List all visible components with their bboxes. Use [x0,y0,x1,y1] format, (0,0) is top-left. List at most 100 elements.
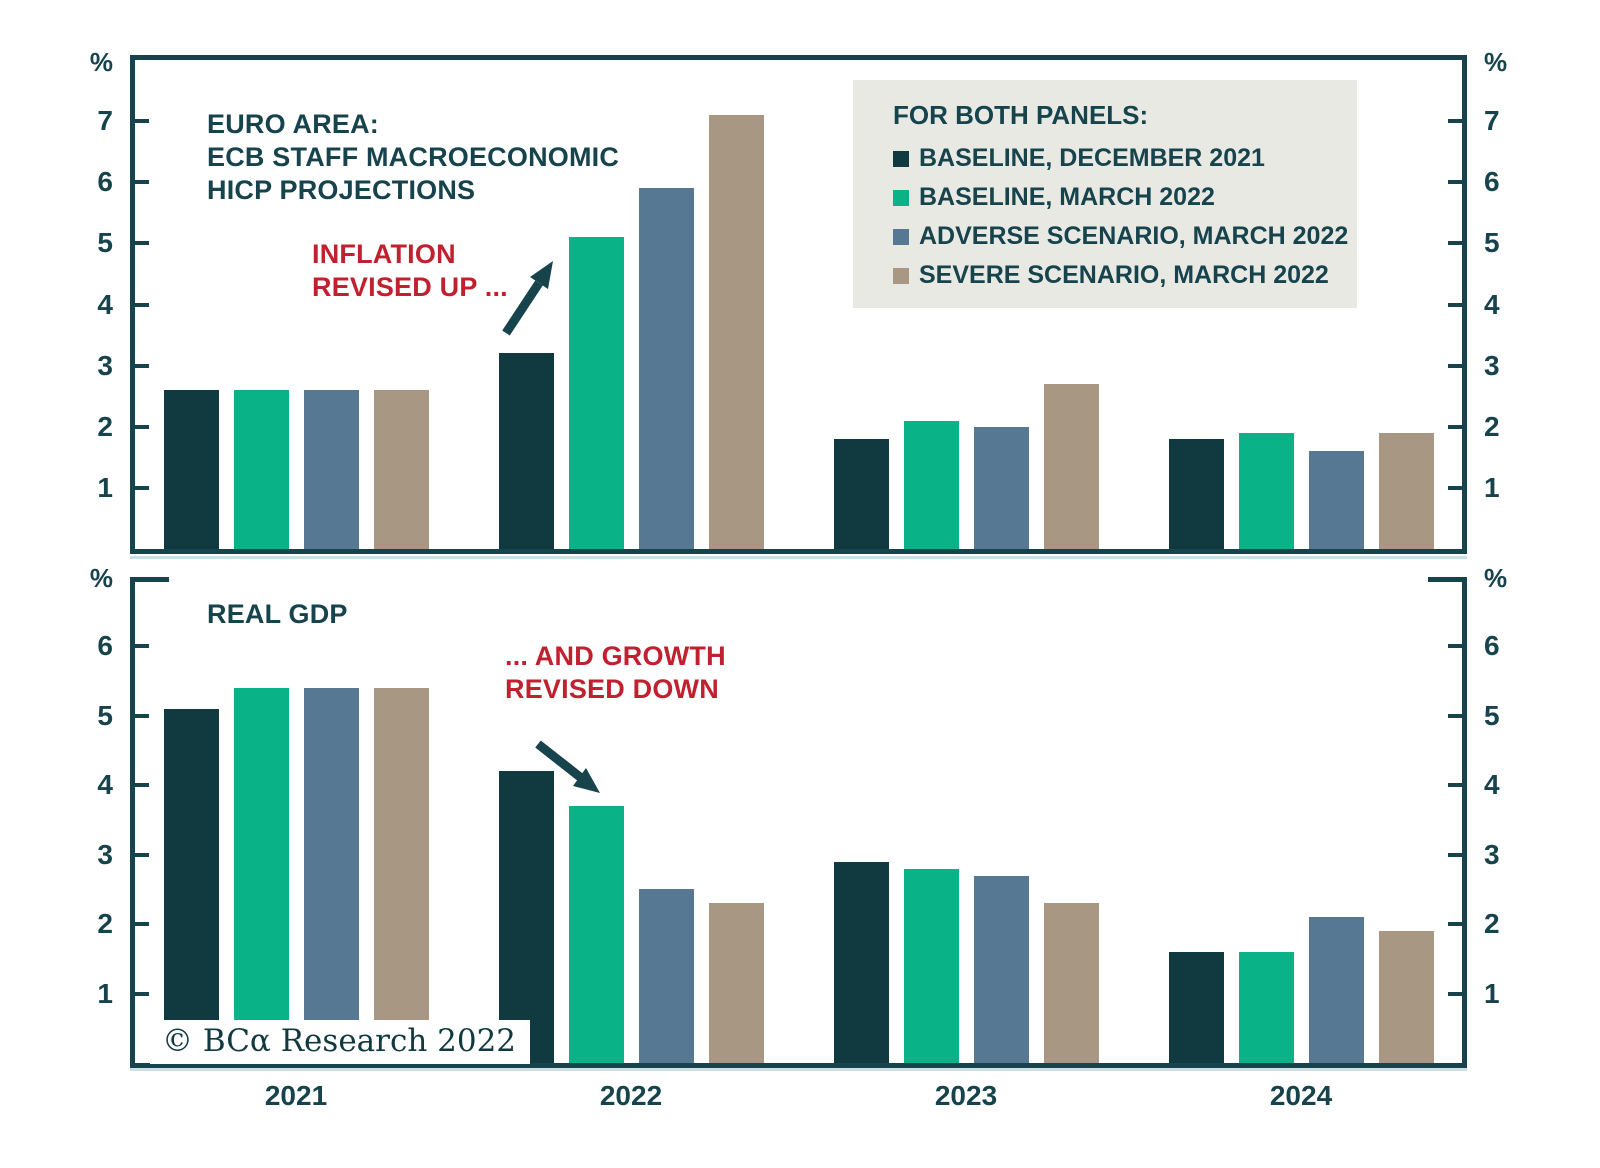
legend-swatch-icon [893,228,909,245]
bar-hicp-2024 [1168,438,1224,549]
y-tick-label: 3 [1484,838,1500,870]
y-tick-label: 6 [1484,166,1500,198]
legend-item: ADVERSE SCENARIO, MARCH 2022 [893,217,1357,256]
y-tick-label: 1 [97,471,113,503]
y-tick [135,424,149,429]
y-tick [1448,424,1462,429]
y-tick-label: 4 [1484,288,1500,320]
y-tick [135,713,149,718]
legend-items: BASELINE, DECEMBER 2021 BASELINE, MARCH 2… [893,139,1357,295]
bar-gdp-2024 [1238,951,1294,1063]
y-tick [1448,119,1462,124]
annotation-line: INFLATION [312,239,456,269]
y-tick-label: 6 [97,166,113,198]
y-tick [1448,644,1462,649]
bar-gdp-2021 [163,708,219,1063]
bar-hicp-2023 [833,438,889,549]
y-tick [135,485,149,490]
bar-hicp-2022 [498,353,554,549]
bar-hicp-2021 [373,390,429,549]
bar-hicp-2023 [903,420,959,549]
y-tick [1448,363,1462,368]
legend-swatch-icon [893,267,909,284]
hicp-title-line: HICP PROJECTIONS [207,175,476,205]
y-tick [1448,783,1462,788]
bar-gdp-2023 [903,868,959,1063]
x-axis-label: 2023 [934,1080,998,1111]
y-tick-label: 7 [97,105,113,137]
bar-gdp-2022 [568,806,624,1063]
y-tick [135,783,149,788]
y-tick [135,922,149,927]
y-tick [1448,180,1462,185]
y-tick-label: 2 [1484,908,1500,940]
y-tick-label: 3 [1484,349,1500,381]
y-tick-label: 6 [97,630,113,662]
inflation-annotation: INFLATION REVISED UP ... [312,238,508,304]
legend-label: BASELINE, DECEMBER 2021 [919,144,1265,172]
y-tick-label: 4 [97,769,113,801]
legend-label: SEVERE SCENARIO, MARCH 2022 [919,261,1329,289]
y-tick [135,241,149,246]
bar-gdp-2022 [498,771,554,1063]
gdp-title-line: REAL GDP [207,599,348,629]
bar-gdp-2021 [233,688,289,1063]
x-axis-label: 2021 [264,1080,328,1111]
x-axis-label: 2022 [599,1080,663,1111]
legend-swatch-icon [893,150,909,167]
y-tick [1448,713,1462,718]
x-axis-label: 2024 [1269,1080,1333,1111]
unit-label: % [89,563,113,593]
legend-label: ADVERSE SCENARIO, MARCH 2022 [919,222,1349,250]
bar-gdp-2024 [1168,951,1224,1063]
y-tick [135,852,149,857]
y-tick [1448,241,1462,246]
bar-hicp-2022 [708,115,764,549]
bar-gdp-2022 [708,903,764,1063]
bar-gdp-2023 [1043,903,1099,1063]
legend-label: BASELINE, MARCH 2022 [919,183,1215,211]
annotation-line: REVISED UP ... [312,272,508,302]
bar-gdp-2021 [303,688,359,1063]
bar-hicp-2023 [1043,383,1099,549]
hicp-plot-area [130,55,1467,554]
axis-corner-cap [135,577,169,582]
y-tick-label: 6 [1484,630,1500,662]
y-tick-label: 3 [97,349,113,381]
bar-hicp-2024 [1238,432,1294,549]
y-tick-label: 4 [1484,769,1500,801]
bar-hicp-2024 [1378,432,1434,549]
annotation-line: REVISED DOWN [505,674,719,704]
y-tick [135,302,149,307]
unit-label: % [1484,563,1508,593]
axis-shadow-line [130,1068,1467,1071]
hicp-title-line: EURO AREA: [207,109,380,139]
growth-annotation: ... AND GROWTH REVISED DOWN [505,640,726,706]
y-tick-label: 2 [97,908,113,940]
legend-item: SEVERE SCENARIO, MARCH 2022 [893,256,1357,295]
bar-gdp-2023 [833,861,889,1063]
y-tick-label: 5 [97,699,113,731]
y-tick-label: 4 [97,288,113,320]
bar-gdp-2023 [973,875,1029,1063]
unit-label: % [1484,47,1508,77]
gdp-title: REAL GDP [207,598,348,631]
legend-swatch-icon [893,189,909,206]
hicp-bars [135,60,1462,549]
y-tick-label: 5 [1484,699,1500,731]
bar-gdp-2022 [638,889,694,1063]
hicp-title: EURO AREA: ECB STAFF MACROECONOMIC HICP … [207,108,619,207]
y-tick-label: 1 [1484,471,1500,503]
axis-corner-cap [1428,577,1462,582]
y-tick [135,991,149,996]
y-tick [135,180,149,185]
axis-shadow-line [130,556,1467,559]
legend-item: BASELINE, MARCH 2022 [893,178,1357,217]
legend-title: FOR BOTH PANELS: [893,100,1149,130]
bar-gdp-2024 [1378,931,1434,1063]
bar-hicp-2023 [973,426,1029,549]
y-tick-label: 1 [1484,977,1500,1009]
gdp-plot-area [130,577,1467,1068]
hicp-title-line: ECB STAFF MACROECONOMIC [207,142,620,172]
